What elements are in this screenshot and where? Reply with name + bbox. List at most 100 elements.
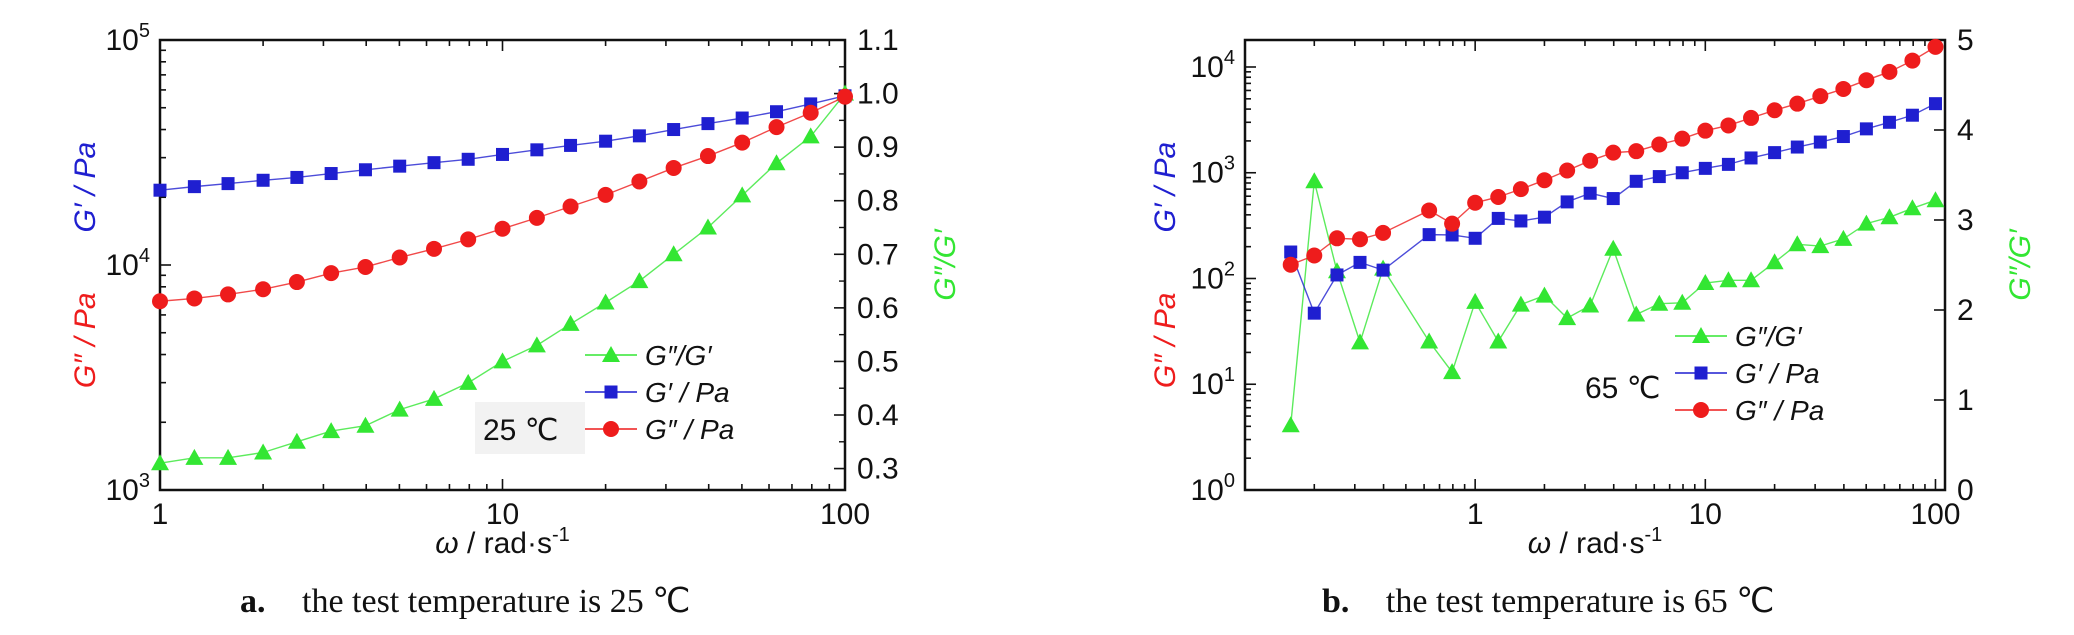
caption-a-text: the test temperature is 25 ℃ (302, 583, 690, 620)
data-point (1858, 72, 1875, 89)
y-right-tick-label: 0 (1957, 474, 1974, 507)
data-point (1834, 229, 1853, 246)
y-right-tick-label: 0.5 (857, 345, 899, 378)
y-left-tick-exponent: 0 (1224, 470, 1235, 492)
data-point (1604, 239, 1623, 256)
data-point (1305, 172, 1324, 189)
x-axis-unit: / rad·s (1551, 527, 1644, 560)
y-left-tick-base: 10 (1191, 474, 1224, 507)
data-point (1490, 188, 1507, 205)
data-point (1788, 235, 1807, 252)
y-left-axis-label-part: G″ / Pa (1149, 293, 1182, 389)
y-left-tick-label: 100 (1191, 470, 1236, 507)
data-point (1881, 63, 1898, 80)
series-square (1284, 97, 1942, 320)
x-tick-label: 1 (1467, 498, 1484, 531)
data-point (802, 104, 819, 121)
x-tick-label: 10 (1689, 498, 1722, 531)
data-point (528, 209, 545, 226)
y-right-tick-label: 0.6 (857, 292, 899, 325)
caption-a-letter: a. (240, 583, 266, 620)
data-point (562, 198, 579, 215)
y-left-tick-exponent: 3 (139, 470, 150, 492)
legend-label: G″/G′ (645, 340, 713, 371)
data-point (1536, 172, 1553, 189)
data-point (1376, 263, 1390, 277)
data-point (1697, 122, 1714, 139)
chart-panel-a: 1 10 1001031041050.30.40.50.60.70.80.91.01… (69, 20, 962, 560)
data-point (151, 454, 169, 471)
data-point (837, 88, 853, 105)
data-point (1422, 228, 1436, 242)
legend-marker (1693, 402, 1709, 418)
data-point (1514, 214, 1528, 228)
y-left-tick-label: 104 (1191, 47, 1236, 84)
data-point (801, 127, 820, 144)
data-point (1628, 143, 1645, 160)
x-axis-unit-exponent: -1 (1644, 524, 1662, 546)
y-left-tick-label: 105 (106, 20, 151, 57)
data-point (459, 373, 478, 390)
data-point (768, 119, 785, 136)
x-axis-unit-exponent: -1 (552, 524, 570, 546)
data-point (1281, 416, 1300, 433)
data-point (1582, 152, 1599, 169)
data-point (1537, 210, 1551, 224)
data-point (1651, 136, 1668, 153)
data-point (288, 274, 305, 291)
data-point (530, 143, 544, 157)
data-point (1606, 192, 1620, 206)
data-point (1766, 102, 1783, 119)
series-circle (152, 88, 853, 310)
y-right-tick-label: 3 (1957, 204, 1974, 237)
data-point (1880, 208, 1899, 225)
data-point (220, 286, 237, 303)
data-point (460, 231, 477, 248)
data-point (1443, 363, 1462, 380)
temperature-annotation: 25 ℃ (483, 414, 558, 447)
data-point (1581, 296, 1600, 313)
x-tick-label: 10 (486, 498, 519, 531)
data-point (734, 134, 751, 151)
data-point (219, 448, 238, 465)
x-tick-label: 100 (1910, 498, 1960, 531)
plot-frame (1243, 38, 1947, 492)
data-point (698, 218, 717, 235)
data-point (425, 389, 444, 406)
data-point (1421, 202, 1438, 219)
data-point (632, 129, 646, 143)
data-point (1926, 191, 1945, 208)
data-point (1351, 333, 1370, 350)
caption-b: b. the test temperature is 65 ℃ (1322, 583, 1774, 620)
y-right-tick-label: 0.4 (857, 399, 899, 432)
annotation-background (475, 402, 585, 454)
data-point (322, 422, 341, 439)
y-right-tick-label: 1.0 (857, 78, 899, 111)
data-point (1284, 245, 1298, 259)
data-point (1375, 224, 1392, 241)
legend-marker (603, 421, 619, 437)
data-point (1444, 215, 1461, 232)
legend-marker (1694, 366, 1708, 380)
data-point (1813, 135, 1827, 149)
y-left-tick-exponent: 4 (139, 245, 150, 267)
data-point (1698, 161, 1712, 175)
data-point (152, 293, 168, 310)
y-left-axis-label-part: G′ / Pa (69, 142, 102, 233)
data-point (493, 352, 512, 369)
data-point (1903, 199, 1922, 216)
data-point (391, 249, 408, 266)
data-point (770, 105, 784, 119)
data-point (390, 400, 409, 417)
data-point (1629, 174, 1643, 188)
data-point (1583, 186, 1597, 200)
data-point (1811, 237, 1830, 254)
y-right-tick-label: 0.9 (857, 131, 899, 164)
legend-label: G″ / Pa (1735, 395, 1824, 426)
y-left-tick-exponent: 4 (1224, 47, 1235, 69)
y-left-axis-label-part: G″ / Pa (69, 293, 102, 389)
data-point (599, 134, 613, 148)
data-point (1859, 122, 1873, 136)
